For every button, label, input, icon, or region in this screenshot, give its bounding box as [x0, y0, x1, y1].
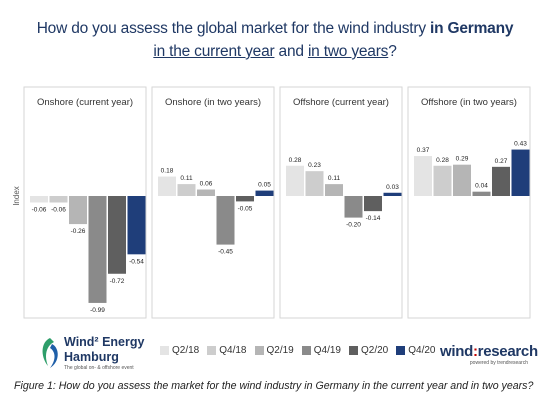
bar — [49, 196, 68, 203]
windenergy-word: Wind² Energy — [64, 335, 145, 349]
bar — [255, 190, 274, 196]
windenergy-hamburg-logo: Wind² Energy Hamburg The global on- & of… — [38, 334, 144, 374]
legend-swatch — [349, 346, 358, 355]
bar — [433, 165, 452, 196]
windenergy-swirl-icon — [42, 338, 58, 368]
data-label: 0.27 — [495, 158, 508, 165]
bar — [158, 176, 176, 196]
data-label: -0.14 — [366, 215, 381, 222]
data-label: 0.04 — [475, 183, 488, 190]
data-label: -0.26 — [71, 228, 86, 235]
data-label: 0.03 — [386, 184, 399, 191]
data-label: -0.72 — [110, 278, 125, 285]
legend-item: Q4/18 — [207, 345, 247, 356]
legend-label: Q4/20 — [408, 345, 436, 356]
windresearch-wordmark: wind:research — [440, 343, 538, 360]
data-label: 0.11 — [180, 175, 193, 182]
data-label: -0.45 — [218, 249, 233, 256]
bar — [88, 196, 107, 303]
data-label: -0.05 — [238, 205, 253, 212]
bar — [177, 184, 196, 196]
bar — [453, 164, 471, 196]
figure-caption: Figure 1: How do you assess the market f… — [14, 380, 534, 392]
bar — [472, 191, 491, 196]
panel-title: Offshore (in two years) — [421, 97, 517, 108]
bar — [108, 196, 126, 274]
chart-title-line-1: How do you assess the global market for … — [0, 20, 550, 38]
bar — [127, 196, 146, 255]
bar-chart: Index Onshore (current year) -0.06 -0.06 -0.… — [12, 86, 531, 319]
legend-item: Q2/18 — [160, 345, 199, 356]
data-label: 0.11 — [328, 175, 341, 182]
data-label: -0.06 — [51, 206, 66, 213]
data-label: 0.28 — [289, 157, 302, 164]
legend-label: Q4/18 — [219, 345, 247, 356]
windresearch-tagline: powered by trendresearch — [469, 360, 528, 366]
legend-swatch — [301, 346, 311, 355]
legend-swatch — [160, 346, 169, 355]
bar — [364, 196, 382, 212]
legend-label: Q2/19 — [266, 345, 294, 356]
title-plain: How do you assess the global market for … — [36, 20, 431, 37]
panel-title: Offshore (current year) — [293, 97, 389, 108]
hamburg-word: Hamburg — [64, 350, 119, 364]
legend-item: Q4/20 — [396, 345, 436, 356]
bar — [383, 192, 402, 196]
legend-label: Q2/20 — [361, 345, 389, 356]
windresearch-research: research — [477, 343, 538, 360]
bar — [492, 166, 510, 196]
legend-swatch — [396, 346, 406, 355]
bar — [511, 149, 530, 196]
legend-swatch — [207, 346, 217, 355]
windresearch-wind: wind — [440, 343, 473, 360]
title-current-year: in the current year — [153, 43, 275, 60]
data-label: 0.43 — [514, 141, 527, 148]
legend-item: Q2/19 — [254, 345, 294, 356]
title-and: and — [274, 43, 308, 60]
data-label: 0.23 — [308, 162, 321, 169]
bar — [236, 196, 254, 202]
data-label: 0.05 — [258, 182, 271, 189]
bar — [30, 196, 48, 203]
title-bold: in Germany — [430, 20, 514, 37]
data-label: 0.18 — [161, 168, 174, 175]
legend-item: Q4/19 — [301, 345, 341, 356]
data-label: 0.06 — [200, 181, 213, 188]
legend-swatch — [254, 346, 264, 355]
bar — [325, 184, 343, 196]
windenergy-tagline: The global on- & offshore event — [64, 365, 134, 371]
y-axis-label: Index — [12, 186, 21, 206]
data-label: 0.28 — [436, 157, 449, 164]
legend-label: Q2/18 — [172, 345, 200, 356]
bar — [344, 196, 363, 218]
title-two-years: in two years — [307, 43, 389, 60]
legend-item: Q2/20 — [349, 345, 388, 356]
windresearch-logo: wind:research powered by trendresearch — [440, 343, 538, 367]
data-label: -0.20 — [346, 222, 361, 229]
data-label: -0.54 — [129, 258, 144, 265]
data-label: 0.37 — [417, 147, 430, 154]
panel-frame — [279, 86, 403, 319]
panel-title: Onshore (current year) — [37, 97, 133, 108]
data-label: -0.99 — [90, 307, 105, 314]
panel-title: Onshore (in two years) — [165, 97, 261, 108]
bar — [197, 189, 215, 196]
bar — [305, 171, 324, 196]
bar — [216, 196, 235, 245]
panel-frame — [151, 86, 275, 319]
legend-label: Q4/19 — [313, 345, 341, 356]
data-label: -0.06 — [32, 206, 47, 213]
title-question-mark: ? — [388, 43, 397, 60]
data-label: 0.29 — [456, 156, 469, 163]
chart-title-line-2: in the current year and in two years? — [0, 43, 550, 61]
panel-frame — [407, 86, 531, 319]
bar — [286, 165, 304, 196]
chart-legend: Q2/18 Q4/18 Q2/19 Q4/19 Q2/20 Q4/20 — [160, 345, 436, 356]
windresearch-colon: : — [472, 343, 478, 360]
bar — [69, 196, 87, 225]
bar — [414, 156, 432, 196]
